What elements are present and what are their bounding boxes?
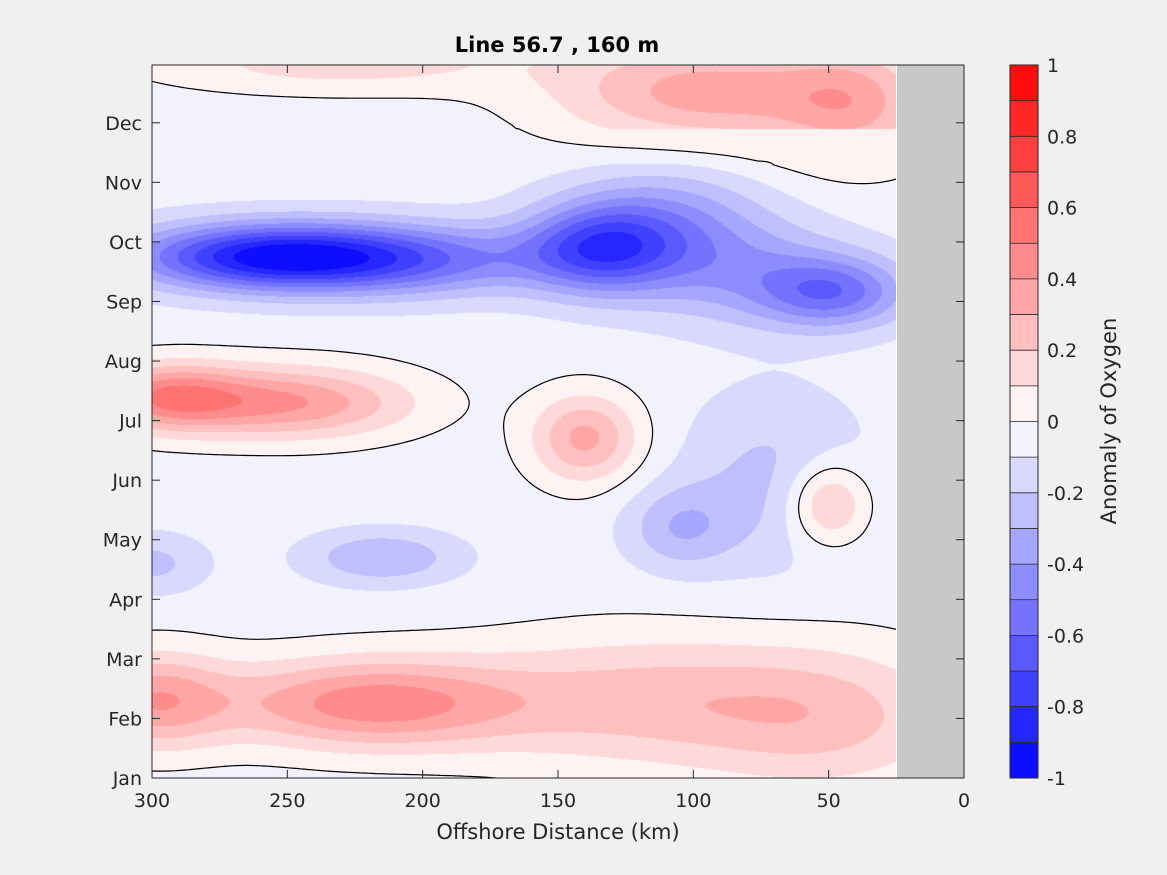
- colorbar-bin: [1010, 671, 1038, 708]
- no-data-region: [897, 65, 964, 778]
- colorbar-bin: [1010, 136, 1038, 173]
- colorbar-bin: [1010, 599, 1038, 636]
- colorbar-bin: [1010, 385, 1038, 422]
- x-tick-label: 250: [269, 790, 305, 812]
- colorbar-bin: [1010, 314, 1038, 351]
- x-tick-label: 0: [958, 790, 970, 812]
- colorbar-frame: [1009, 64, 1039, 779]
- colorbar-tick-label: -0.2: [1047, 483, 1084, 505]
- contour-field: [152, 65, 896, 778]
- colorbar-tick-label: 0.2: [1047, 340, 1077, 362]
- y-tick-label: Mar: [106, 649, 142, 671]
- y-tick-label: Apr: [109, 589, 142, 611]
- x-tick-label: 50: [817, 790, 841, 812]
- x-tick-label: 150: [540, 790, 576, 812]
- colorbar-tick-label: -0.4: [1047, 554, 1084, 576]
- y-tick-label: Jan: [112, 768, 142, 790]
- y-tick-label: Sep: [106, 291, 142, 313]
- x-tick-label: 200: [405, 790, 441, 812]
- colorbar-bin: [1010, 421, 1038, 458]
- y-tick-label: Oct: [109, 232, 142, 254]
- y-tick-label: May: [103, 530, 142, 552]
- colorbar-bin: [1010, 742, 1038, 779]
- y-tick-label: Nov: [105, 172, 142, 194]
- contour-image: [152, 65, 896, 778]
- colorbar: 1 0.8 0.6 0.4 0.2 0 -0.2 -0.4 -0.6 -0.8 -1: [1009, 55, 1084, 790]
- zero-contour-line: [152, 80, 897, 778]
- colorbar-bin: [1010, 207, 1038, 244]
- colorbar-bin: [1010, 635, 1038, 672]
- y-tick-label: Aug: [105, 351, 142, 373]
- colorbar-bin: [1010, 243, 1038, 280]
- colorbar-bin: [1010, 457, 1038, 494]
- x-axis-label: Offshore Distance (km): [436, 820, 679, 844]
- colorbar-bin: [1010, 350, 1038, 387]
- colorbar-tick-label: -1: [1047, 768, 1066, 790]
- colorbar-bin: [1010, 706, 1038, 743]
- x-axis: 300 250 200 150 100 50 0: [134, 65, 970, 812]
- colorbar-tick-label: 0: [1047, 412, 1059, 434]
- colorbar-label: Anomaly of Oxygen: [1097, 318, 1121, 525]
- y-tick-label: Jun: [111, 470, 142, 492]
- colorbar-bin: [1010, 278, 1038, 316]
- x-tick-label: 100: [675, 790, 711, 812]
- colorbar-tick-label: 0.4: [1047, 269, 1077, 291]
- colorbar-tick-label: 1: [1047, 55, 1059, 77]
- colorbar-tick-label: -0.6: [1047, 625, 1084, 647]
- y-tick-label: Jul: [118, 411, 142, 433]
- y-tick-label: Dec: [105, 113, 142, 135]
- colorbar-tick-label: -0.8: [1047, 697, 1084, 719]
- colorbar-bin: [1010, 100, 1038, 137]
- y-axis: Jan Feb Mar Apr May Jun Jul Aug Sep Oct Nov Dec: [103, 113, 964, 790]
- x-tick-label: 300: [134, 790, 170, 812]
- colorbar-bin: [1010, 528, 1038, 565]
- chart-title: Line 56.7 , 160 m: [455, 33, 660, 57]
- colorbar-tick-label: 0.8: [1047, 126, 1077, 148]
- colorbar-tick-label: 0.6: [1047, 198, 1077, 220]
- colorbar-bin: [1010, 492, 1038, 529]
- colorbar-bin: [1010, 171, 1038, 209]
- colorbar-bin: [1010, 65, 1038, 102]
- colorbar-bin: [1010, 564, 1038, 601]
- y-tick-label: Feb: [108, 708, 142, 730]
